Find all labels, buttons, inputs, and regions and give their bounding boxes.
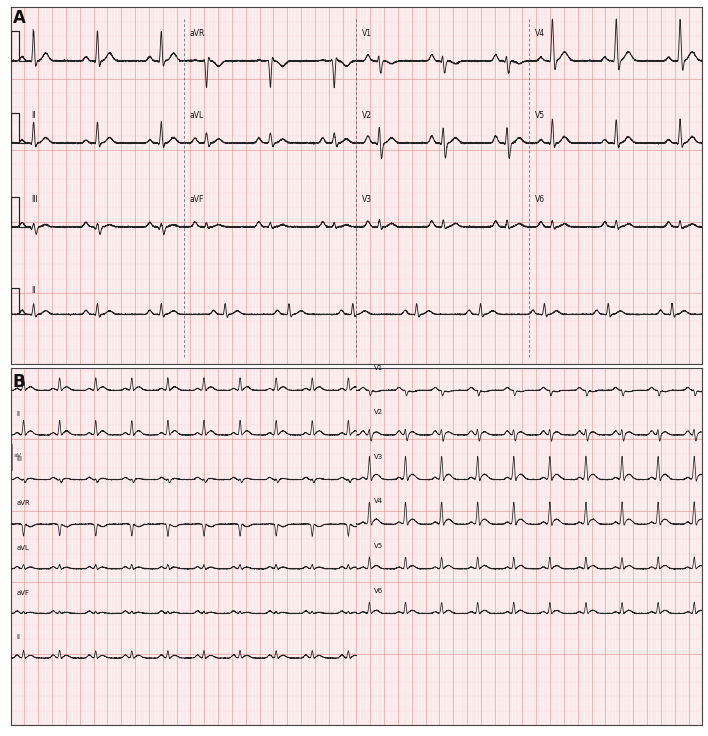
Text: I: I (31, 29, 33, 38)
Text: aVF: aVF (189, 195, 203, 204)
Text: V6: V6 (535, 195, 545, 204)
Text: V4: V4 (535, 29, 545, 38)
Text: V4: V4 (374, 498, 383, 504)
Text: aVR: aVR (189, 29, 205, 38)
Text: aVL: aVL (189, 111, 203, 120)
Text: II: II (31, 111, 36, 120)
Text: V5: V5 (535, 111, 545, 120)
Text: V1: V1 (374, 364, 383, 371)
Text: V5: V5 (374, 543, 383, 549)
Text: B: B (13, 373, 25, 391)
Text: II: II (16, 411, 20, 417)
Text: A: A (13, 9, 25, 26)
Text: V3: V3 (374, 454, 383, 460)
Text: V2: V2 (374, 409, 383, 415)
Text: aVL: aVL (16, 545, 29, 551)
Text: V3: V3 (362, 195, 372, 204)
Text: aV: aV (13, 453, 21, 458)
Text: aVR: aVR (16, 500, 30, 506)
Text: V6: V6 (374, 588, 383, 594)
Text: II: II (31, 286, 36, 294)
Text: III: III (31, 195, 38, 204)
Text: aVF: aVF (16, 590, 29, 595)
Text: II: II (16, 634, 20, 640)
Text: V1: V1 (362, 29, 372, 38)
Text: V2: V2 (362, 111, 372, 120)
Text: III: III (16, 456, 22, 461)
